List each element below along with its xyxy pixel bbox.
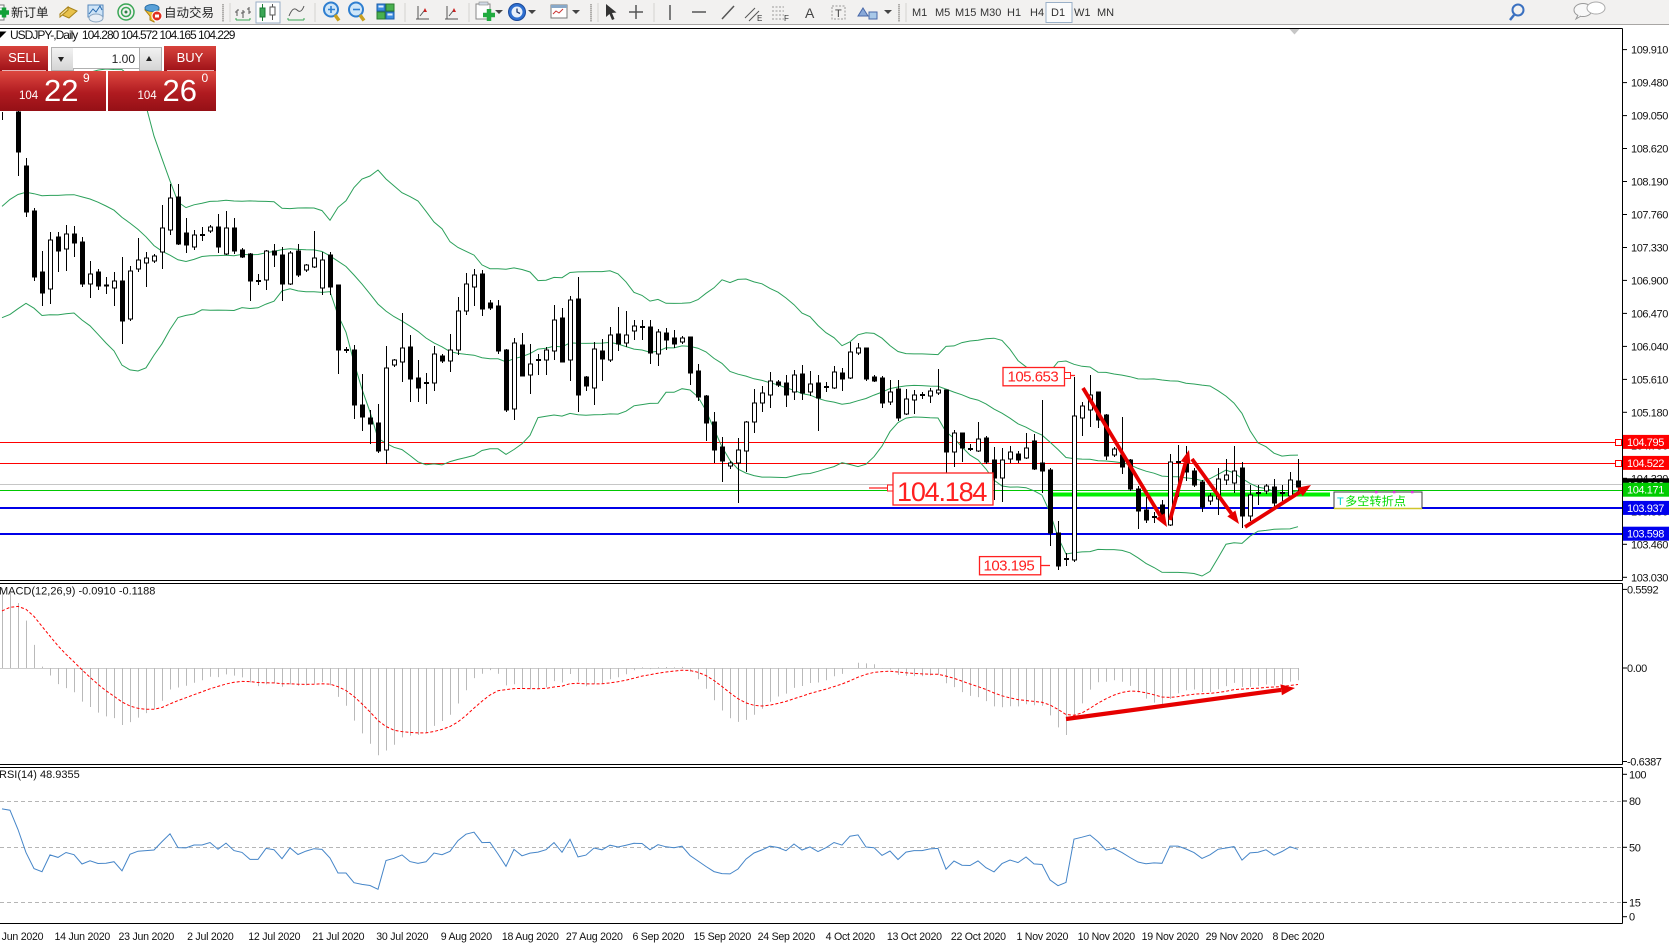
svg-text:103.598: 103.598 [1627, 529, 1664, 541]
svg-text:14 Jun 2020: 14 Jun 2020 [55, 931, 111, 943]
svg-text:106.040: 106.040 [1631, 341, 1668, 353]
svg-text:12 Jul 2020: 12 Jul 2020 [248, 931, 300, 943]
svg-text:H4: H4 [1030, 7, 1044, 19]
svg-text:104.184: 104.184 [897, 477, 987, 507]
svg-text:109.050: 109.050 [1631, 111, 1668, 123]
svg-text:1 Nov 2020: 1 Nov 2020 [1016, 931, 1068, 943]
svg-text:10 Nov 2020: 10 Nov 2020 [1078, 931, 1136, 943]
svg-text:H1: H1 [1007, 7, 1021, 19]
svg-text:MN: MN [1097, 7, 1114, 19]
svg-text:80: 80 [1629, 796, 1641, 808]
svg-text:108.190: 108.190 [1631, 177, 1668, 189]
svg-text:100: 100 [1629, 769, 1646, 781]
svg-text:103.937: 103.937 [1627, 503, 1664, 515]
svg-text:23 Jun 2020: 23 Jun 2020 [119, 931, 175, 943]
svg-text:RSI(14) 48.9355: RSI(14) 48.9355 [0, 769, 80, 781]
svg-text:0: 0 [1629, 912, 1635, 924]
svg-text:107.330: 107.330 [1631, 243, 1668, 255]
svg-text:8 Dec 2020: 8 Dec 2020 [1272, 931, 1324, 943]
svg-text:M5: M5 [935, 7, 950, 19]
svg-text:107.760: 107.760 [1631, 210, 1668, 222]
svg-text:24 Sep 2020: 24 Sep 2020 [758, 931, 816, 943]
svg-text:M1: M1 [912, 7, 927, 19]
svg-text:106.470: 106.470 [1631, 308, 1668, 320]
svg-text:MACD(12,26,9) -0.0910 -0.1188: MACD(12,26,9) -0.0910 -0.1188 [0, 586, 155, 598]
svg-text:27 Aug 2020: 27 Aug 2020 [566, 931, 623, 943]
svg-text:USDJPY-,Daily 104.280 104.572: USDJPY-,Daily 104.280 104.572 104.165 10… [10, 28, 236, 42]
svg-text:M30: M30 [980, 7, 1001, 19]
svg-text:105.610: 105.610 [1631, 374, 1668, 386]
svg-text:30 Jul 2020: 30 Jul 2020 [376, 931, 428, 943]
svg-text:109.910: 109.910 [1631, 45, 1668, 57]
svg-text:4 Oct 2020: 4 Oct 2020 [826, 931, 876, 943]
svg-text:13 Oct 2020: 13 Oct 2020 [887, 931, 942, 943]
svg-text:0.00: 0.00 [1627, 663, 1647, 675]
svg-text:T: T [1337, 496, 1344, 508]
svg-text:4 Jun 2020: 4 Jun 2020 [0, 931, 44, 943]
svg-text:50: 50 [1629, 842, 1641, 854]
svg-text:103.460: 103.460 [1631, 539, 1668, 551]
svg-text:22 Oct 2020: 22 Oct 2020 [951, 931, 1006, 943]
svg-text:29 Nov 2020: 29 Nov 2020 [1206, 931, 1264, 943]
svg-text:18 Aug 2020: 18 Aug 2020 [502, 931, 559, 943]
svg-text:19 Nov 2020: 19 Nov 2020 [1142, 931, 1200, 943]
svg-text:15 Sep 2020: 15 Sep 2020 [694, 931, 752, 943]
svg-text:0.5592: 0.5592 [1627, 584, 1659, 596]
svg-text:-0.6387: -0.6387 [1627, 757, 1662, 769]
svg-text:15: 15 [1629, 897, 1641, 909]
svg-text:109.480: 109.480 [1631, 78, 1668, 90]
svg-text:A: A [805, 5, 815, 21]
svg-text:T: T [835, 8, 842, 20]
svg-text:104.171: 104.171 [1627, 485, 1664, 497]
svg-text:W1: W1 [1074, 7, 1091, 19]
svg-text:103.030: 103.030 [1631, 572, 1668, 584]
svg-text:103.195: 103.195 [984, 558, 1035, 575]
svg-text:105.653: 105.653 [1008, 369, 1059, 386]
svg-text:9 Aug 2020: 9 Aug 2020 [441, 931, 492, 943]
svg-text:6 Sep 2020: 6 Sep 2020 [632, 931, 684, 943]
svg-text:106.900: 106.900 [1631, 275, 1668, 287]
svg-text:21 Jul 2020: 21 Jul 2020 [312, 931, 364, 943]
svg-text:104.522: 104.522 [1627, 458, 1664, 470]
svg-text:F: F [784, 14, 789, 23]
svg-text:M15: M15 [955, 7, 976, 19]
svg-text:D1: D1 [1051, 7, 1065, 19]
svg-text:108.620: 108.620 [1631, 144, 1668, 156]
svg-text:2 Jul 2020: 2 Jul 2020 [187, 931, 234, 943]
svg-text:105.180: 105.180 [1631, 407, 1668, 419]
svg-text:104.795: 104.795 [1627, 437, 1664, 449]
svg-text:E: E [757, 14, 762, 23]
